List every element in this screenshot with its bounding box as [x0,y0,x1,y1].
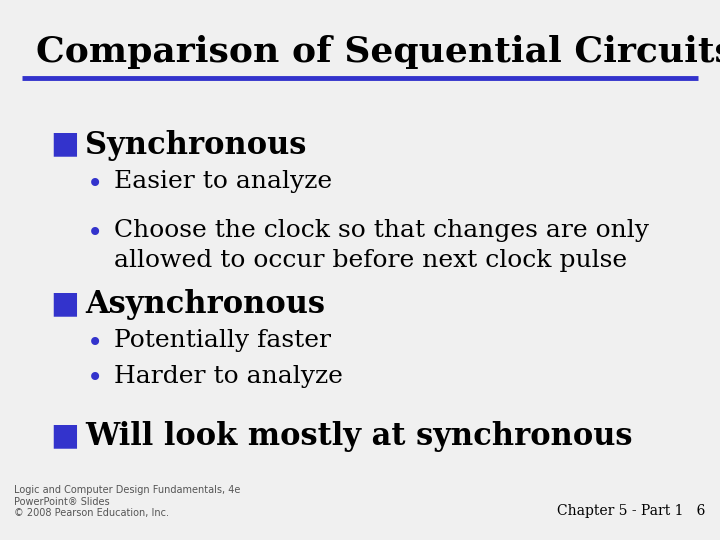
Text: Asynchronous: Asynchronous [85,289,325,320]
Text: Harder to analyze: Harder to analyze [114,364,343,388]
Text: Synchronous: Synchronous [85,130,306,160]
Text: ■: ■ [50,421,79,450]
Text: •: • [86,364,103,393]
Text: Choose the clock so that changes are only
allowed to occur before next clock pul: Choose the clock so that changes are onl… [114,219,649,272]
Text: Easier to analyze: Easier to analyze [114,170,332,193]
Text: •: • [86,329,103,357]
Text: Comparison of Sequential Circuits: Comparison of Sequential Circuits [36,35,720,69]
Text: •: • [86,219,103,247]
Text: Logic and Computer Design Fundamentals, 4e
PowerPoint® Slides
© 2008 Pearson Edu: Logic and Computer Design Fundamentals, … [14,485,240,518]
Text: ■: ■ [50,130,79,159]
Text: Will look mostly at synchronous: Will look mostly at synchronous [85,421,632,452]
Text: •: • [86,170,103,198]
Text: ■: ■ [50,289,79,318]
Text: Potentially faster: Potentially faster [114,329,330,353]
Text: Chapter 5 - Part 1   6: Chapter 5 - Part 1 6 [557,504,706,518]
